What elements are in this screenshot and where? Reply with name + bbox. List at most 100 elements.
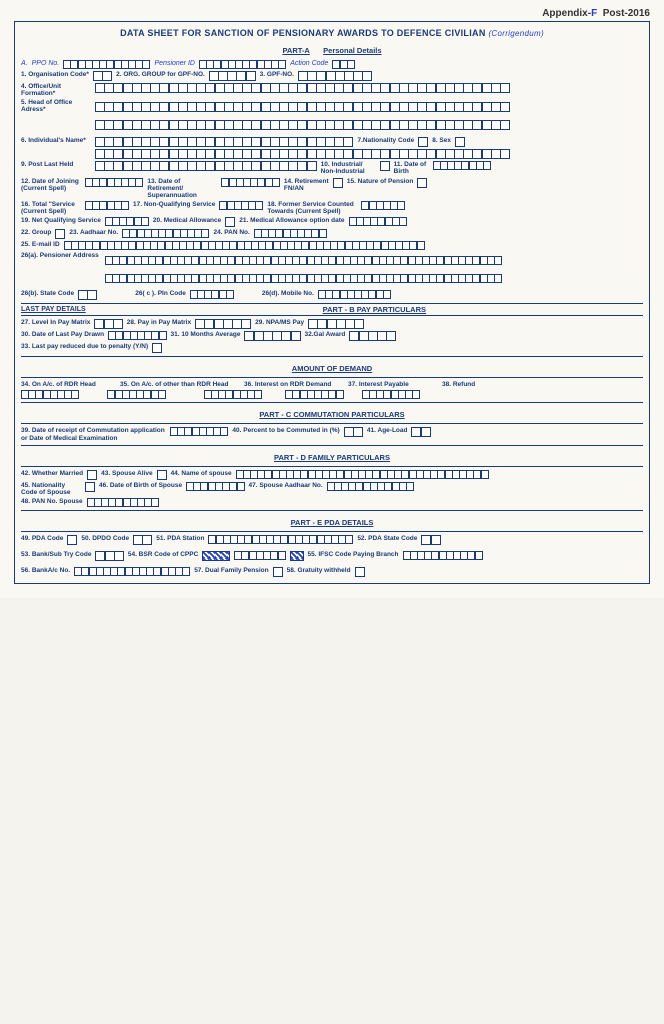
f45-box[interactable]: [85, 482, 95, 492]
f8-box[interactable]: [455, 137, 465, 147]
action-boxes[interactable]: [332, 60, 354, 69]
f38-boxes[interactable]: [362, 390, 420, 399]
f37-boxes[interactable]: [285, 390, 343, 399]
f6-boxes-2[interactable]: [95, 149, 510, 159]
f10-box[interactable]: [380, 161, 390, 171]
f10-label: 10. Industrial/ Non-Industrial: [321, 161, 376, 175]
row-53: 53. Bank/Sub Try Code 54. BSR Code of CP…: [21, 551, 643, 561]
f25-label: 25. E-mail ID: [21, 241, 60, 248]
f49-box[interactable]: [67, 535, 77, 545]
f35-boxes[interactable]: [107, 390, 165, 399]
f26c-boxes[interactable]: [190, 290, 234, 299]
f23-boxes[interactable]: [122, 229, 209, 238]
part-a-label: PART-A: [282, 46, 309, 55]
f18-boxes[interactable]: [361, 201, 405, 210]
f52-label: 52. PDA State Code: [357, 535, 417, 542]
f40-boxes[interactable]: [344, 427, 363, 437]
f47-label: 47. Spouse Aadhaar No.: [249, 482, 323, 489]
row-12: 12. Date of Joining (Current Spell) 13. …: [21, 178, 643, 199]
part-d-label: PART - D FAMILY PARTICULARS: [274, 453, 390, 462]
f57-label: 57. Dual Family Pension: [194, 567, 268, 574]
f47-boxes[interactable]: [327, 482, 414, 491]
f29-label: 29. NPA/MS Pay: [255, 319, 304, 326]
f50-boxes[interactable]: [133, 535, 152, 545]
f41-label: 41. Age-Load: [367, 427, 408, 434]
part-c-bar: PART - C COMMUTATION PARTICULARS: [21, 402, 643, 424]
f7-box[interactable]: [418, 137, 428, 147]
f19-label: 19. Net Qualifying Service: [21, 217, 101, 224]
f28-boxes[interactable]: [195, 319, 251, 329]
f46-boxes[interactable]: [186, 482, 244, 491]
f35-label: 35. On A/c. of other than RDR Head: [120, 381, 240, 388]
part-e-label: PART - E PDA DETAILS: [291, 518, 374, 527]
f42-box[interactable]: [87, 470, 97, 480]
f33-label: 33. Last pay reduced due to penalty (Y/N…: [21, 343, 148, 350]
f3-boxes[interactable]: [298, 71, 372, 81]
f6-label: 6. Individual's Name*: [21, 137, 91, 144]
f24-boxes[interactable]: [254, 229, 327, 238]
f11-boxes[interactable]: [433, 161, 491, 170]
f2-boxes[interactable]: [209, 71, 256, 81]
f41-boxes[interactable]: [411, 427, 430, 437]
f27-boxes[interactable]: [94, 319, 122, 329]
f12-label: 12. Date of Joining (Current Spell): [21, 178, 81, 192]
row-49: 49. PDA Code 50. DPDO Code 51. PDA Stati…: [21, 535, 643, 545]
f32-boxes[interactable]: [349, 331, 396, 341]
f55-label: 55. IFSC Code Paying Branch: [308, 551, 399, 558]
f58-box[interactable]: [355, 567, 365, 577]
f52-boxes[interactable]: [421, 535, 440, 545]
f31-boxes[interactable]: [244, 331, 300, 341]
f12-boxes[interactable]: [85, 178, 143, 187]
f54-boxes[interactable]: [234, 551, 285, 560]
f36-label: 36. Interest on RDR Demand: [244, 381, 344, 388]
f7-label: 7.Nationality Code: [357, 137, 414, 144]
hw-pensid: Pensioner ID: [154, 60, 194, 67]
f55-boxes[interactable]: [403, 551, 483, 560]
f36-boxes[interactable]: [204, 390, 262, 399]
amount-demand-bar: AMOUNT OF DEMAND: [21, 356, 643, 378]
f26a-grid[interactable]: [105, 252, 502, 288]
row-45: 45. Nationality Code of Spouse 46. Date …: [21, 482, 643, 496]
f20-box[interactable]: [225, 217, 235, 227]
f51-boxes[interactable]: [208, 535, 353, 544]
f26b-boxes[interactable]: [78, 290, 97, 300]
f39-boxes[interactable]: [170, 427, 228, 436]
part-a-subtitle: Personal Details: [323, 46, 381, 55]
f1-boxes[interactable]: [93, 71, 112, 81]
f44-boxes[interactable]: [236, 470, 489, 479]
f45-label: 45. Nationality Code of Spouse: [21, 482, 81, 496]
f15-box[interactable]: [417, 178, 427, 188]
f6-boxes[interactable]: [95, 137, 353, 147]
f21-boxes[interactable]: [349, 217, 407, 226]
f49-label: 49. PDA Code: [21, 535, 63, 542]
f26d-boxes[interactable]: [318, 290, 391, 299]
f48-boxes[interactable]: [87, 498, 160, 507]
ppo-boxes[interactable]: [63, 60, 150, 69]
f18-label: 18. Former Service Counted Towards (Curr…: [267, 201, 357, 215]
part-a-header: PART-A Personal Details: [21, 40, 643, 58]
f15-label: 15. Nature of Pension: [347, 178, 413, 185]
f30-boxes[interactable]: [108, 331, 166, 340]
f25-boxes[interactable]: [64, 241, 425, 250]
f17-boxes[interactable]: [219, 201, 263, 210]
pensid-boxes[interactable]: [199, 60, 286, 69]
f16-boxes[interactable]: [85, 201, 129, 210]
f56-boxes[interactable]: [74, 567, 190, 576]
f22-box[interactable]: [55, 229, 65, 239]
appendix-label: Appendix-: [542, 8, 591, 19]
f29-boxes[interactable]: [308, 319, 364, 329]
f13-boxes[interactable]: [221, 178, 279, 187]
f53-boxes[interactable]: [95, 551, 123, 561]
f14-box[interactable]: [333, 178, 343, 188]
f4-boxes[interactable]: [95, 83, 510, 93]
f19-boxes[interactable]: [105, 217, 149, 226]
f13-label: 13. Date of Retirement/ Superannuation: [147, 178, 217, 199]
f5-boxgrid[interactable]: [95, 99, 510, 135]
f3-label: 3. GPF-NO.: [260, 71, 294, 78]
f57-box[interactable]: [273, 567, 283, 577]
f33-box[interactable]: [152, 343, 162, 353]
f5-label: 5. Head of Office Adress*: [21, 99, 91, 113]
f9-boxes[interactable]: [95, 161, 317, 171]
f34-boxes[interactable]: [21, 390, 79, 399]
f43-box[interactable]: [157, 470, 167, 480]
